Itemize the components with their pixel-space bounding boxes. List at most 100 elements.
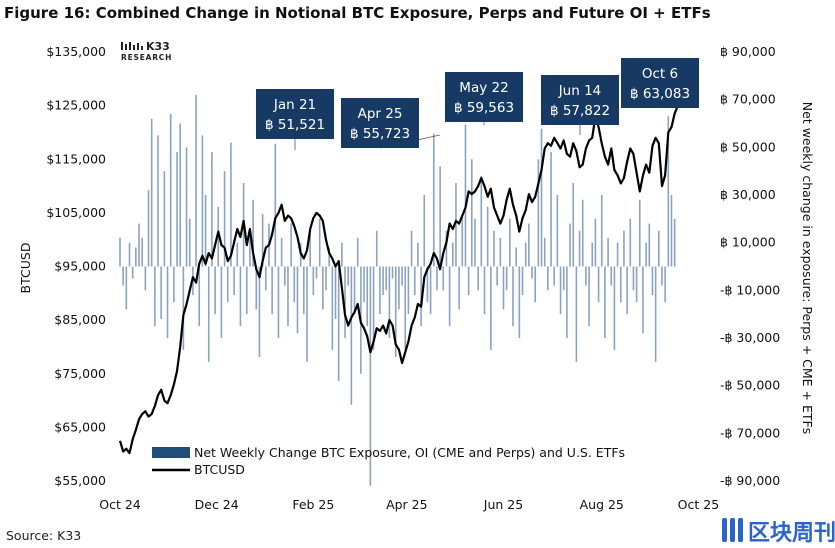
annotation-callout: Apr 25 ฿ 55,723: [341, 98, 441, 149]
exposure-bar: [188, 218, 191, 267]
exposure-bar: [477, 266, 479, 291]
exposure-bar: [534, 266, 536, 303]
callout-value: ฿ 55,723: [350, 126, 410, 142]
exposure-bar: [600, 195, 603, 267]
left-tick-label: $65,000: [54, 419, 106, 434]
right-tick-label: ฿ 70,000: [720, 92, 776, 107]
logo-subtext: RESEARCH: [121, 53, 172, 62]
exposure-bar: [290, 223, 292, 267]
exposure-bar: [388, 266, 391, 338]
exposure-bar: [569, 223, 571, 267]
exposure-bar: [505, 266, 508, 291]
exposure-bar: [537, 159, 540, 267]
exposure-bar: [458, 266, 460, 310]
callout-date: May 22: [459, 80, 508, 96]
exposure-bar: [499, 237, 502, 267]
exposure-bar: [588, 266, 590, 327]
exposure-bar: [296, 266, 299, 334]
exposure-bar: [274, 143, 277, 267]
exposure-bar: [594, 218, 597, 267]
exposure-bar: [518, 266, 521, 338]
x-axis-ticks: Oct 24 Dec 24 Feb 25 Apr 25 Jun 25 Aug 25 Oct …: [99, 497, 719, 512]
exposure-bar: [597, 266, 600, 303]
callout-date: Jan 21: [273, 97, 316, 113]
exposure-bar: [230, 142, 232, 267]
watermark-text: 区块周刊: [748, 521, 835, 546]
exposure-bar: [119, 237, 121, 267]
callout-box: [341, 98, 419, 148]
exposure-bar: [204, 195, 207, 267]
exposure-bar: [417, 242, 419, 267]
exposure-bar: [429, 266, 432, 315]
callout-value: ฿ 63,083: [630, 86, 690, 102]
watermark: 区块周刊: [722, 518, 835, 546]
callout-value: ฿ 57,822: [550, 103, 610, 119]
exposure-bar: [581, 199, 584, 267]
annotation-callout: Jun 14 ฿ 57,822: [541, 75, 619, 135]
exposure-bar: [455, 183, 457, 267]
exposure-bar: [315, 266, 318, 279]
exposure-bar: [464, 124, 467, 267]
exposure-bar: [239, 266, 242, 327]
exposure-bar: [398, 266, 400, 310]
x-tick-label: Oct 24: [99, 497, 141, 512]
exposure-bar: [391, 266, 394, 279]
exposure-bar: [366, 266, 369, 327]
exposure-bar: [410, 230, 413, 267]
exposure-bar: [401, 266, 403, 286]
exposure-bar: [556, 195, 559, 267]
exposure-bar: [179, 123, 182, 267]
callout-date: Jun 14: [558, 83, 602, 99]
y-axis-label-right: Net weekly change in exposure: Perps + C…: [800, 102, 815, 434]
x-tick-label: Feb 25: [292, 497, 334, 512]
left-tick-label: $85,000: [54, 312, 106, 327]
callout-box: [621, 58, 699, 108]
exposure-bar: [154, 266, 156, 327]
exposure-bar: [166, 266, 169, 338]
exposure-bar: [502, 266, 505, 310]
exposure-bar: [131, 266, 134, 279]
exposure-bar: [442, 266, 445, 291]
exposure-bar: [217, 206, 220, 267]
exposure-bar: [341, 242, 343, 267]
exposure-bar: [629, 218, 632, 267]
exposure-bar: [496, 266, 498, 286]
exposure-bar: [661, 266, 663, 286]
annotation-callout: May 22 ฿ 59,563: [445, 72, 523, 125]
exposure-bar: [160, 266, 163, 319]
exposure-bar: [509, 218, 511, 267]
exposure-bar: [528, 223, 530, 267]
exposure-bar: [642, 266, 644, 334]
callout-value: ฿ 59,563: [454, 100, 514, 116]
exposure-bar: [547, 266, 549, 291]
exposure-bar: [214, 266, 216, 315]
exposure-bar: [261, 214, 264, 267]
annotation-callout: Jan 21 ฿ 51,521: [256, 89, 334, 150]
exposure-bar: [141, 237, 143, 267]
exposure-bar: [559, 266, 562, 315]
exposure-bar: [645, 242, 647, 267]
exposure-bar: [657, 230, 660, 267]
left-axis-ticks: $55,000 $65,000 $75,000 $85,000 $95,000 $105,…: [46, 44, 106, 488]
exposure-bar: [264, 266, 267, 291]
exposure-bar: [169, 113, 172, 267]
exposure-bar: [480, 175, 483, 267]
exposure-bar: [613, 266, 616, 350]
right-tick-label: ฿ 50,000: [720, 139, 776, 154]
right-tick-label: ฿ 30,000: [720, 187, 776, 202]
right-tick-label: -฿ 90,000: [720, 473, 780, 488]
left-tick-label: $55,000: [54, 473, 106, 488]
exposure-bar: [591, 242, 594, 267]
exposure-bar: [252, 199, 254, 267]
exposure-bar: [648, 223, 651, 267]
exposure-bar: [325, 266, 327, 291]
exposure-bar: [363, 266, 365, 303]
exposure-bar: [287, 266, 289, 327]
exposure-bar: [575, 266, 578, 362]
callout-date: Apr 25: [358, 106, 403, 122]
exposure-bar: [122, 266, 124, 286]
exposure-bar: [356, 237, 359, 267]
right-tick-label: ฿ 90,000: [720, 44, 776, 59]
exposure-bar: [619, 266, 622, 303]
